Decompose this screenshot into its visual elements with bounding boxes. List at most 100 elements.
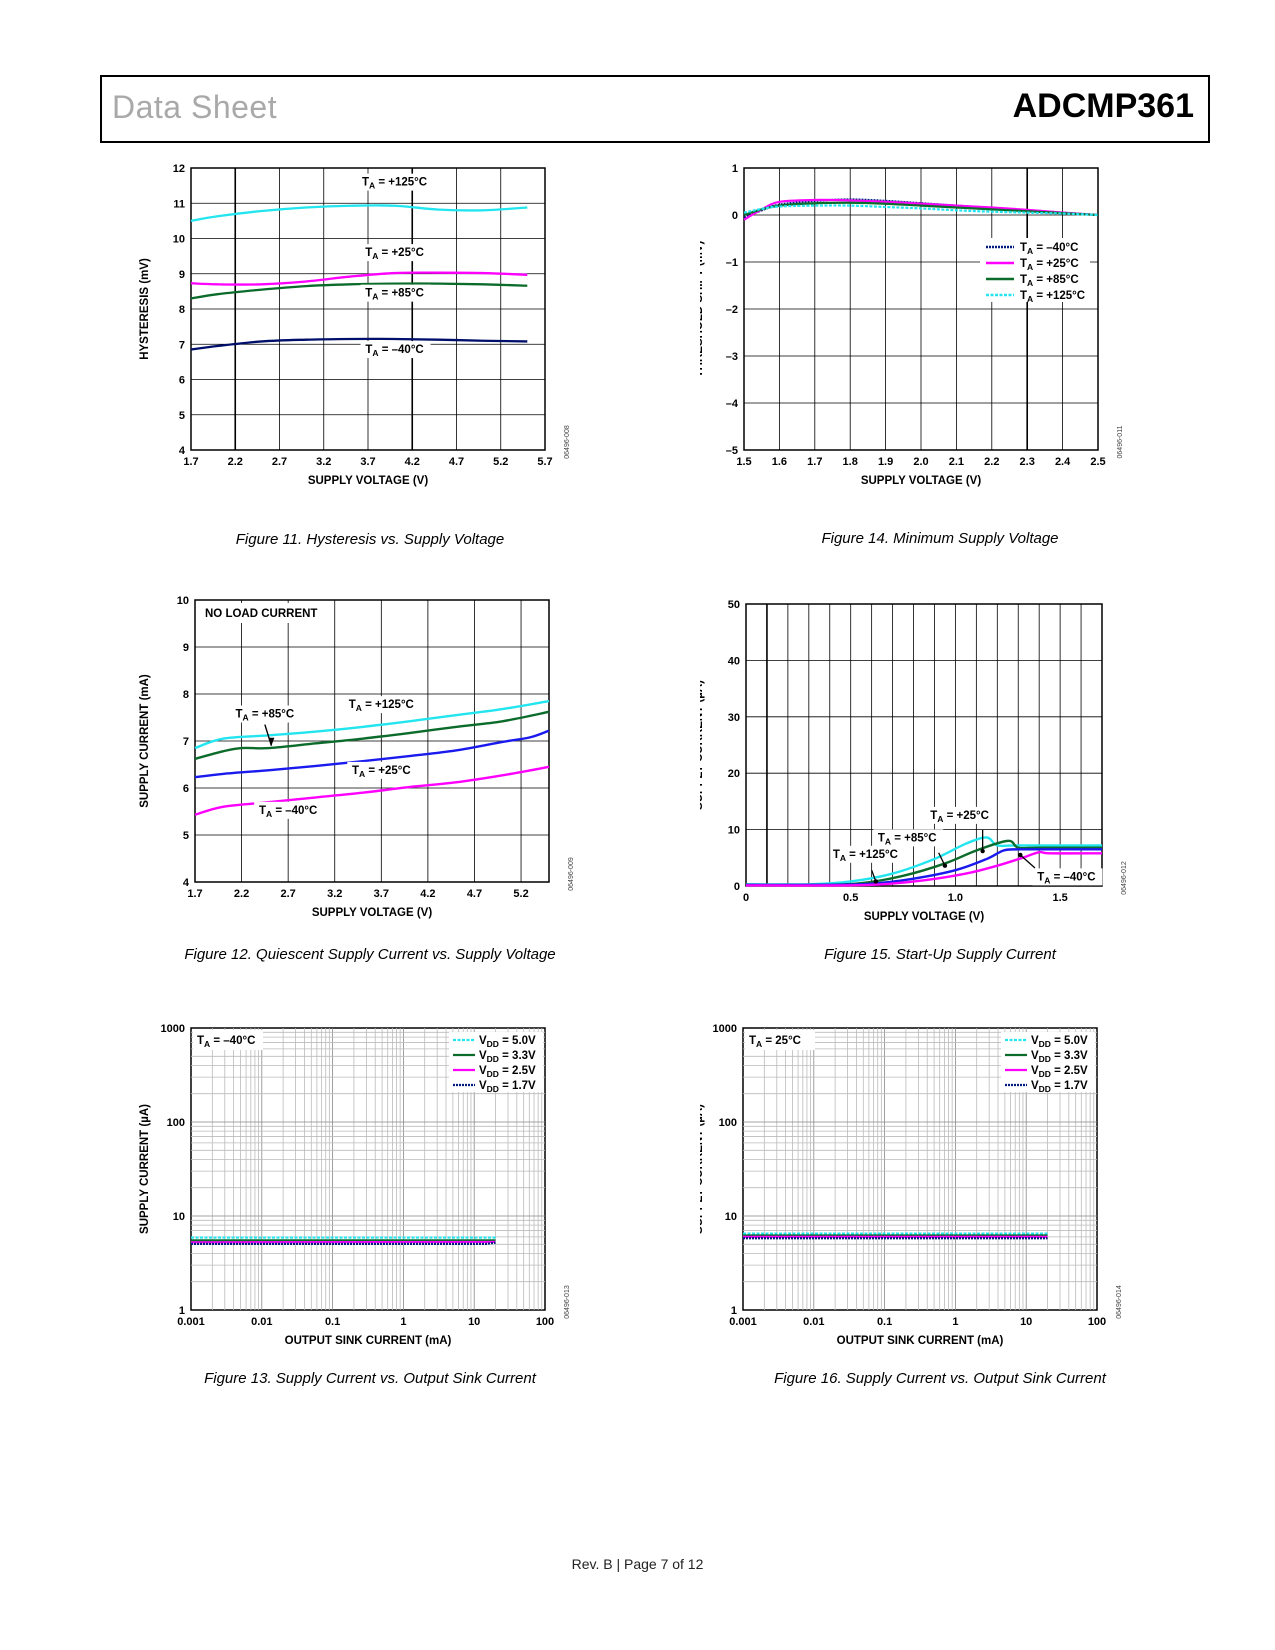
caption-fig14: Figure 14. Minimum Supply Voltage — [821, 530, 1059, 547]
legend-entry: VDD = 1.7V — [1031, 1080, 1088, 1094]
series-label: TA = +85°C — [365, 288, 424, 302]
x-tick-label: 1.7 — [187, 888, 202, 900]
x-tick-label: 1 — [952, 1316, 958, 1328]
y-tick-label: 100 — [167, 1117, 185, 1129]
x-tick-label: 5.2 — [513, 888, 528, 900]
x-tick-label: 10 — [468, 1316, 480, 1328]
y-tick-label: 0 — [734, 881, 740, 893]
x-tick-label: 1.0 — [948, 892, 963, 904]
y-tick-label: 9 — [183, 642, 189, 654]
part-number: ADCMP361 — [1012, 87, 1194, 125]
series-line — [745, 836, 1102, 886]
chart-fig15: 0 0.5 1.0 1.5 0 10 20 30 40 50 SUPPLY VOLTAGE (V) S… — [700, 599, 1128, 923]
y-tick-label: 0 — [732, 210, 738, 222]
legend: TA = –40°C TA = +25°C TA = +85°C TA = +125°… — [980, 238, 1090, 304]
plot-area — [190, 1027, 546, 1311]
series-line — [194, 729, 550, 779]
label-bg — [360, 284, 431, 302]
x-tick-label: 1.7 — [807, 456, 822, 468]
x-tick-label: 1.7 — [183, 456, 198, 468]
x-axis-label: OUTPUT SINK CURRENT (mA) — [837, 1335, 1004, 1347]
series-label: TA = +25°C — [930, 810, 989, 824]
y-axis-label: SUPPLY CURRENT (µA) — [700, 1104, 705, 1234]
series-label: TA = +25°C — [365, 247, 424, 261]
series-line — [190, 337, 528, 351]
y-axis-label: HYSTERESIS (mV) — [139, 258, 151, 360]
legend-entry: VDD = 5.0V — [1031, 1035, 1088, 1049]
y-tick-label: 1 — [731, 1305, 737, 1317]
x-tick-label: 0.1 — [325, 1316, 340, 1328]
x-tick-label: 2.7 — [272, 456, 287, 468]
x-tick-label: 0.01 — [251, 1316, 272, 1328]
x-axis-label: SUPPLY VOLTAGE (V) — [312, 907, 433, 919]
label-bg — [360, 173, 431, 191]
x-tick-label: 1.6 — [772, 456, 787, 468]
series-label: TA = –40°C — [259, 805, 317, 819]
y-tick-label: 50 — [728, 599, 740, 611]
arrow-head — [268, 737, 275, 746]
y-tick-label: 5 — [179, 410, 185, 422]
label-bg — [347, 761, 418, 779]
legend-entry: VDD = 1.7V — [479, 1080, 536, 1094]
figure-code: 06496-012 — [1121, 861, 1128, 895]
x-tick-label: 2.2 — [234, 888, 249, 900]
x-axis-label: SUPPLY VOLTAGE (V) — [864, 911, 985, 923]
label-bg — [360, 341, 431, 359]
label-bg — [925, 806, 996, 824]
x-tick-label: 3.2 — [316, 456, 331, 468]
y-tick-label: 20 — [728, 768, 740, 780]
legend-bg — [449, 1032, 543, 1092]
x-tick-label: 10 — [1020, 1316, 1032, 1328]
x-tick-label: 1.5 — [736, 456, 751, 468]
label-bg — [230, 705, 301, 723]
page-footer: Rev. B | Page 7 of 12 — [571, 1556, 704, 1572]
x-tick-label: 100 — [1088, 1316, 1106, 1328]
y-axis-label: SUPPLY CURRENT (µA) — [139, 1104, 151, 1234]
y-tick-label: 10 — [173, 234, 185, 246]
x-tick-label: 0.01 — [803, 1316, 824, 1328]
series-label: TA = +125°C — [833, 849, 898, 863]
x-tick-label: 0.1 — [877, 1316, 892, 1328]
series-line — [194, 765, 550, 816]
x-tick-label: 2.4 — [1055, 456, 1071, 468]
x-tick-label: 3.7 — [360, 456, 375, 468]
series-line — [190, 204, 528, 223]
series-label: TA = –40°C — [1037, 871, 1095, 885]
y-tick-label: 6 — [183, 783, 189, 795]
x-tick-label: 2.1 — [949, 456, 964, 468]
legend-entry: VDD = 5.0V — [479, 1035, 536, 1049]
x-tick-label: 0 — [743, 892, 749, 904]
y-tick-label: 4 — [183, 877, 190, 889]
x-axis-label: OUTPUT SINK CURRENT (mA) — [285, 1335, 452, 1347]
chart-fig13: 0.001 0.01 0.1 1 10 100 1 10 100 1000 OUTPUT SINK … — [139, 1023, 571, 1347]
caption-fig16: Figure 16. Supply Current vs. Output Sin… — [774, 1370, 1106, 1387]
x-tick-label: 4.2 — [420, 888, 435, 900]
arrow-head — [1018, 852, 1023, 858]
y-tick-label: 1 — [179, 1305, 185, 1317]
label-bg — [1032, 868, 1103, 886]
chart-fig14: 1.5 1.6 1.7 1.8 1.9 2.0 2.1 2.2 2.3 2.4 2.5 –5 –4 –3 –… — [700, 163, 1124, 487]
y-tick-label: –4 — [726, 398, 739, 410]
legend-entry: VDD = 3.3V — [479, 1050, 536, 1064]
y-tick-label: 4 — [179, 445, 186, 457]
legend-entry: TA = +125°C — [1020, 290, 1085, 304]
chart-fig11: 1.7 2.2 2.7 3.2 3.7 4.2 4.7 5.2 5.7 4 5 6 7 8 9 10 11 12 S… — [139, 163, 571, 487]
x-tick-label: 4.2 — [405, 456, 420, 468]
x-tick-label: 3.2 — [327, 888, 342, 900]
x-tick-label: 1.9 — [878, 456, 893, 468]
series-label: TA = +85°C — [878, 832, 937, 846]
y-tick-label: 100 — [719, 1117, 737, 1129]
y-tick-label: 8 — [179, 304, 185, 316]
y-tick-label: 5 — [183, 830, 189, 842]
y-tick-label: 10 — [728, 825, 740, 837]
y-tick-label: 1000 — [713, 1023, 737, 1035]
y-tick-label: 40 — [728, 655, 740, 667]
series-line — [743, 204, 1099, 217]
x-tick-label: 2.2 — [228, 456, 243, 468]
y-tick-label: 8 — [183, 689, 189, 701]
temp-note: TA = 25°C — [749, 1035, 801, 1049]
legend-entry: TA = +25°C — [1020, 258, 1079, 272]
series-label: TA = +125°C — [362, 177, 427, 191]
arrow-head — [942, 863, 948, 868]
figure-code: 06496-009 — [568, 857, 575, 891]
